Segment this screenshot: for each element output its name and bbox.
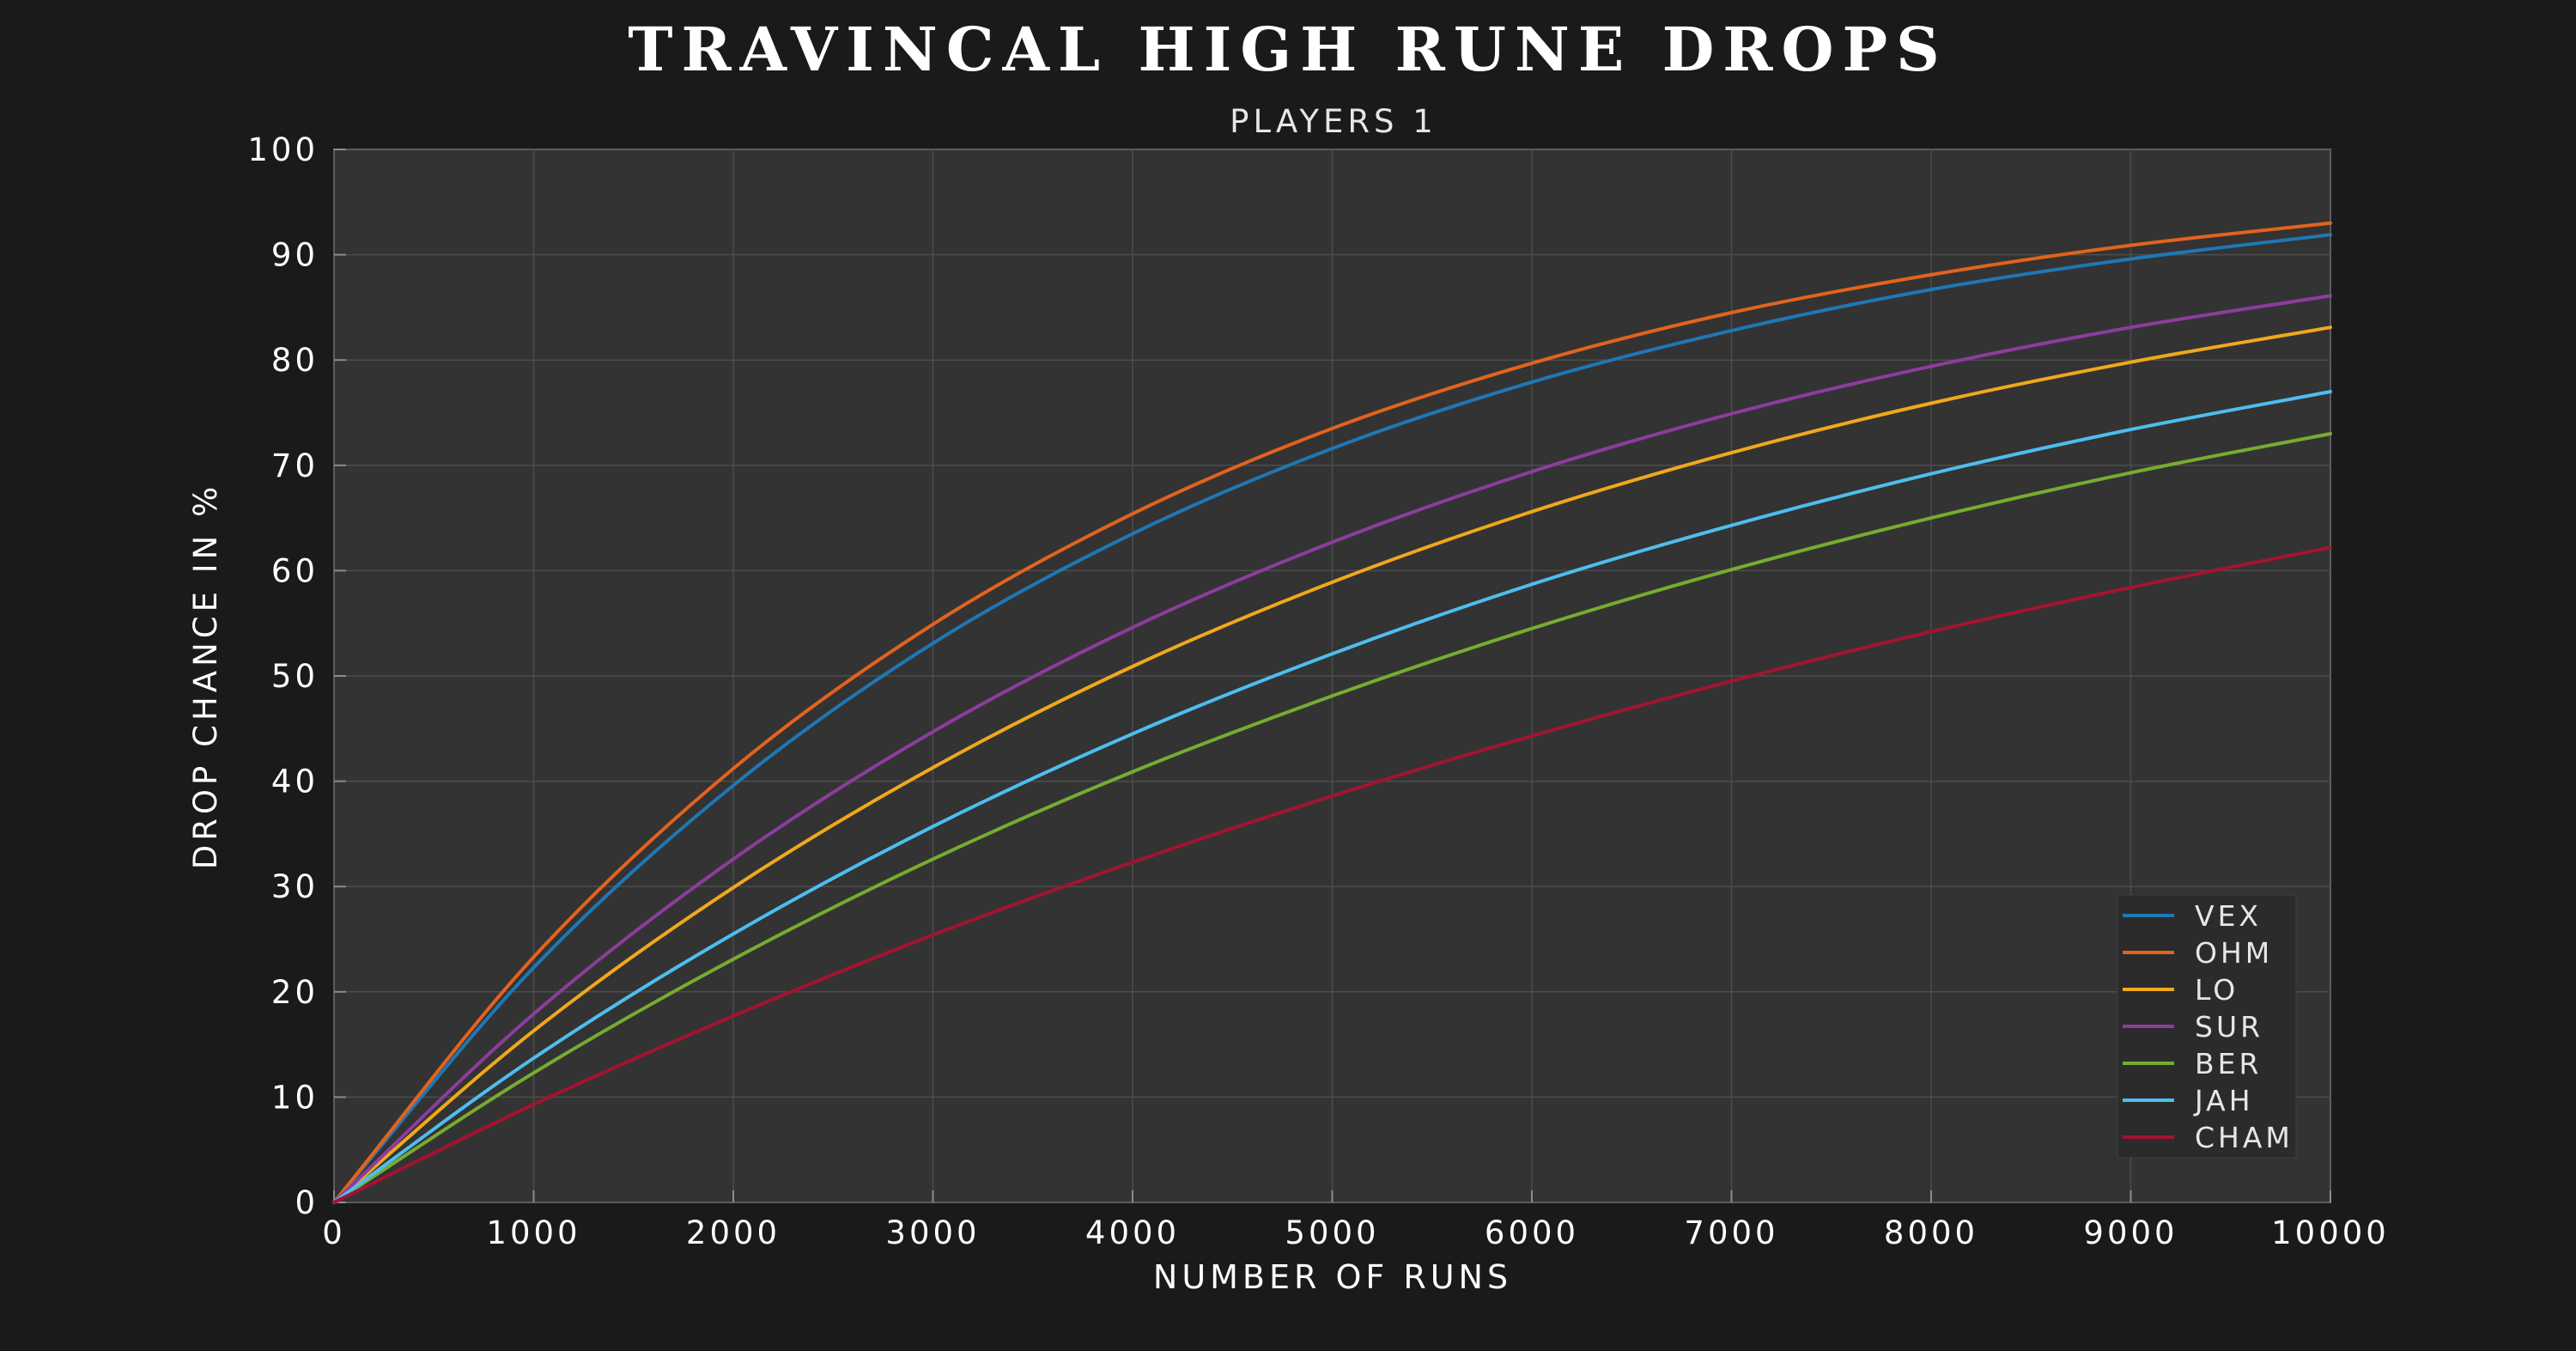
y-tick-label: 30 [271, 868, 319, 905]
series-line-sur [332, 294, 2332, 1204]
series-line-ber [332, 432, 2332, 1204]
legend-label-ohm: OHM [2195, 936, 2273, 970]
legend-label-ber: BER [2195, 1047, 2262, 1080]
y-tick-label: 80 [271, 342, 319, 379]
legend-label-cham: CHAM [2195, 1121, 2293, 1154]
y-axis-ticks: 0 10 20 30 40 50 60 70 80 90 100 [247, 131, 346, 1221]
x-tick-label: 0 [322, 1214, 346, 1251]
series-line-ohm [332, 221, 2332, 1204]
series-line-lo [332, 326, 2332, 1204]
x-axis-ticks: 0 1000 2000 3000 4000 5000 6000 7000 8000 9000 100… [322, 1190, 2390, 1251]
y-tick-label: 0 [295, 1184, 319, 1221]
y-tick-label: 40 [271, 764, 319, 800]
x-tick-label: 5000 [1285, 1214, 1379, 1251]
y-tick-label: 20 [271, 974, 319, 1011]
legend-label-lo: LO [2195, 973, 2239, 1007]
series-line-cham [332, 545, 2332, 1204]
x-tick-label: 2000 [686, 1214, 781, 1251]
x-tick-label: 3000 [885, 1214, 980, 1251]
x-tick-label: 6000 [1485, 1214, 1579, 1251]
series-lines [332, 221, 2332, 1204]
x-tick-label: 8000 [1884, 1214, 1978, 1251]
chart-title: TRAVINCAL HIGH RUNE DROPS [628, 14, 1947, 85]
series-line-jah [332, 390, 2332, 1204]
x-tick-label: 1000 [486, 1214, 580, 1251]
x-tick-label: 4000 [1085, 1214, 1180, 1251]
legend-label-vex: VEX [2195, 899, 2262, 933]
y-tick-label: 70 [271, 447, 319, 484]
legend-label-jah: JAH [2193, 1084, 2254, 1117]
series-line-vex [332, 233, 2332, 1204]
x-tick-label: 7000 [1684, 1214, 1778, 1251]
y-tick-label: 10 [271, 1079, 319, 1116]
legend-label-sur: SUR [2195, 1010, 2263, 1044]
y-tick-label: 100 [247, 131, 319, 168]
y-axis-label: DROP CHANCE IN % [187, 483, 224, 870]
y-tick-label: 60 [271, 552, 319, 589]
x-tick-label: 10000 [2271, 1214, 2390, 1251]
grid [333, 149, 2331, 1203]
x-tick-label: 9000 [2083, 1214, 2178, 1251]
x-axis-label: NUMBER OF RUNS [1153, 1258, 1512, 1296]
y-tick-label: 50 [271, 658, 319, 695]
chart-subtitle: PLAYERS 1 [1230, 103, 1437, 140]
y-tick-label: 90 [271, 237, 319, 274]
